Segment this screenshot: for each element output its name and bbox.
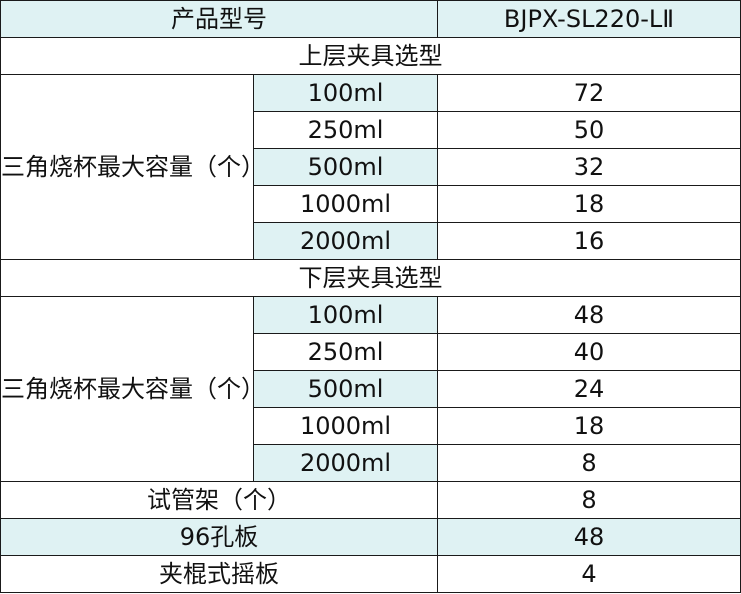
table-row: 250ml 50 bbox=[1, 111, 741, 149]
extra-label: 试管架（个） bbox=[0, 481, 438, 519]
upper-section-title-row: 上层夹具选型 bbox=[0, 37, 741, 75]
capacity-size: 1000ml bbox=[253, 407, 438, 445]
capacity-value: 40 bbox=[437, 333, 741, 371]
header-row: 产品型号 BJPX-SL220-LⅡ bbox=[0, 0, 741, 38]
extra-row: 夹棍式摇板 4 bbox=[0, 555, 741, 593]
capacity-size: 2000ml bbox=[253, 444, 438, 482]
table-row: 三角烧杯最大容量（个） 100ml 48 bbox=[0, 296, 741, 482]
extra-row: 试管架（个） 8 bbox=[0, 481, 741, 519]
table-row: 500ml 32 bbox=[1, 148, 741, 186]
table-row: 2000ml 8 bbox=[1, 444, 741, 482]
capacity-size: 1000ml bbox=[253, 185, 438, 223]
capacity-value: 18 bbox=[437, 185, 741, 223]
table-row: 1000ml 18 bbox=[1, 185, 741, 223]
extra-label: 96孔板 bbox=[0, 518, 438, 556]
capacity-value: 24 bbox=[437, 370, 741, 408]
extra-row: 96孔板 48 bbox=[0, 518, 741, 556]
table-row: 500ml 24 bbox=[1, 370, 741, 408]
capacity-value: 48 bbox=[437, 296, 741, 334]
capacity-value: 72 bbox=[437, 74, 741, 112]
capacity-size: 500ml bbox=[253, 148, 438, 186]
lower-section-title: 下层夹具选型 bbox=[0, 259, 741, 297]
product-model-label: 产品型号 bbox=[0, 0, 438, 38]
capacity-size: 250ml bbox=[253, 111, 438, 149]
capacity-size: 100ml bbox=[253, 74, 438, 112]
capacity-value: 8 bbox=[437, 444, 741, 482]
capacity-size: 500ml bbox=[253, 370, 438, 408]
capacity-value: 16 bbox=[437, 222, 741, 260]
capacity-value: 18 bbox=[437, 407, 741, 445]
capacity-size: 2000ml bbox=[253, 222, 438, 260]
table-row: 250ml 40 bbox=[1, 333, 741, 371]
table-row: 2000ml 16 bbox=[1, 222, 741, 260]
extra-value: 8 bbox=[437, 481, 741, 519]
extra-value: 48 bbox=[437, 518, 741, 556]
capacity-value: 50 bbox=[437, 111, 741, 149]
capacity-value: 32 bbox=[437, 148, 741, 186]
product-model-value: BJPX-SL220-LⅡ bbox=[437, 0, 741, 38]
extra-value: 4 bbox=[437, 555, 741, 593]
extra-label: 夹棍式摇板 bbox=[0, 555, 438, 593]
capacity-size: 100ml bbox=[253, 296, 438, 334]
lower-group-label: 三角烧杯最大容量（个） bbox=[0, 296, 265, 482]
upper-section-title: 上层夹具选型 bbox=[0, 37, 741, 75]
table-row: 三角烧杯最大容量（个） 100ml 72 bbox=[0, 74, 741, 260]
upper-group-label: 三角烧杯最大容量（个） bbox=[0, 74, 265, 260]
lower-section-title-row: 下层夹具选型 bbox=[0, 259, 741, 297]
capacity-size: 250ml bbox=[253, 333, 438, 371]
table-row: 1000ml 18 bbox=[1, 407, 741, 445]
